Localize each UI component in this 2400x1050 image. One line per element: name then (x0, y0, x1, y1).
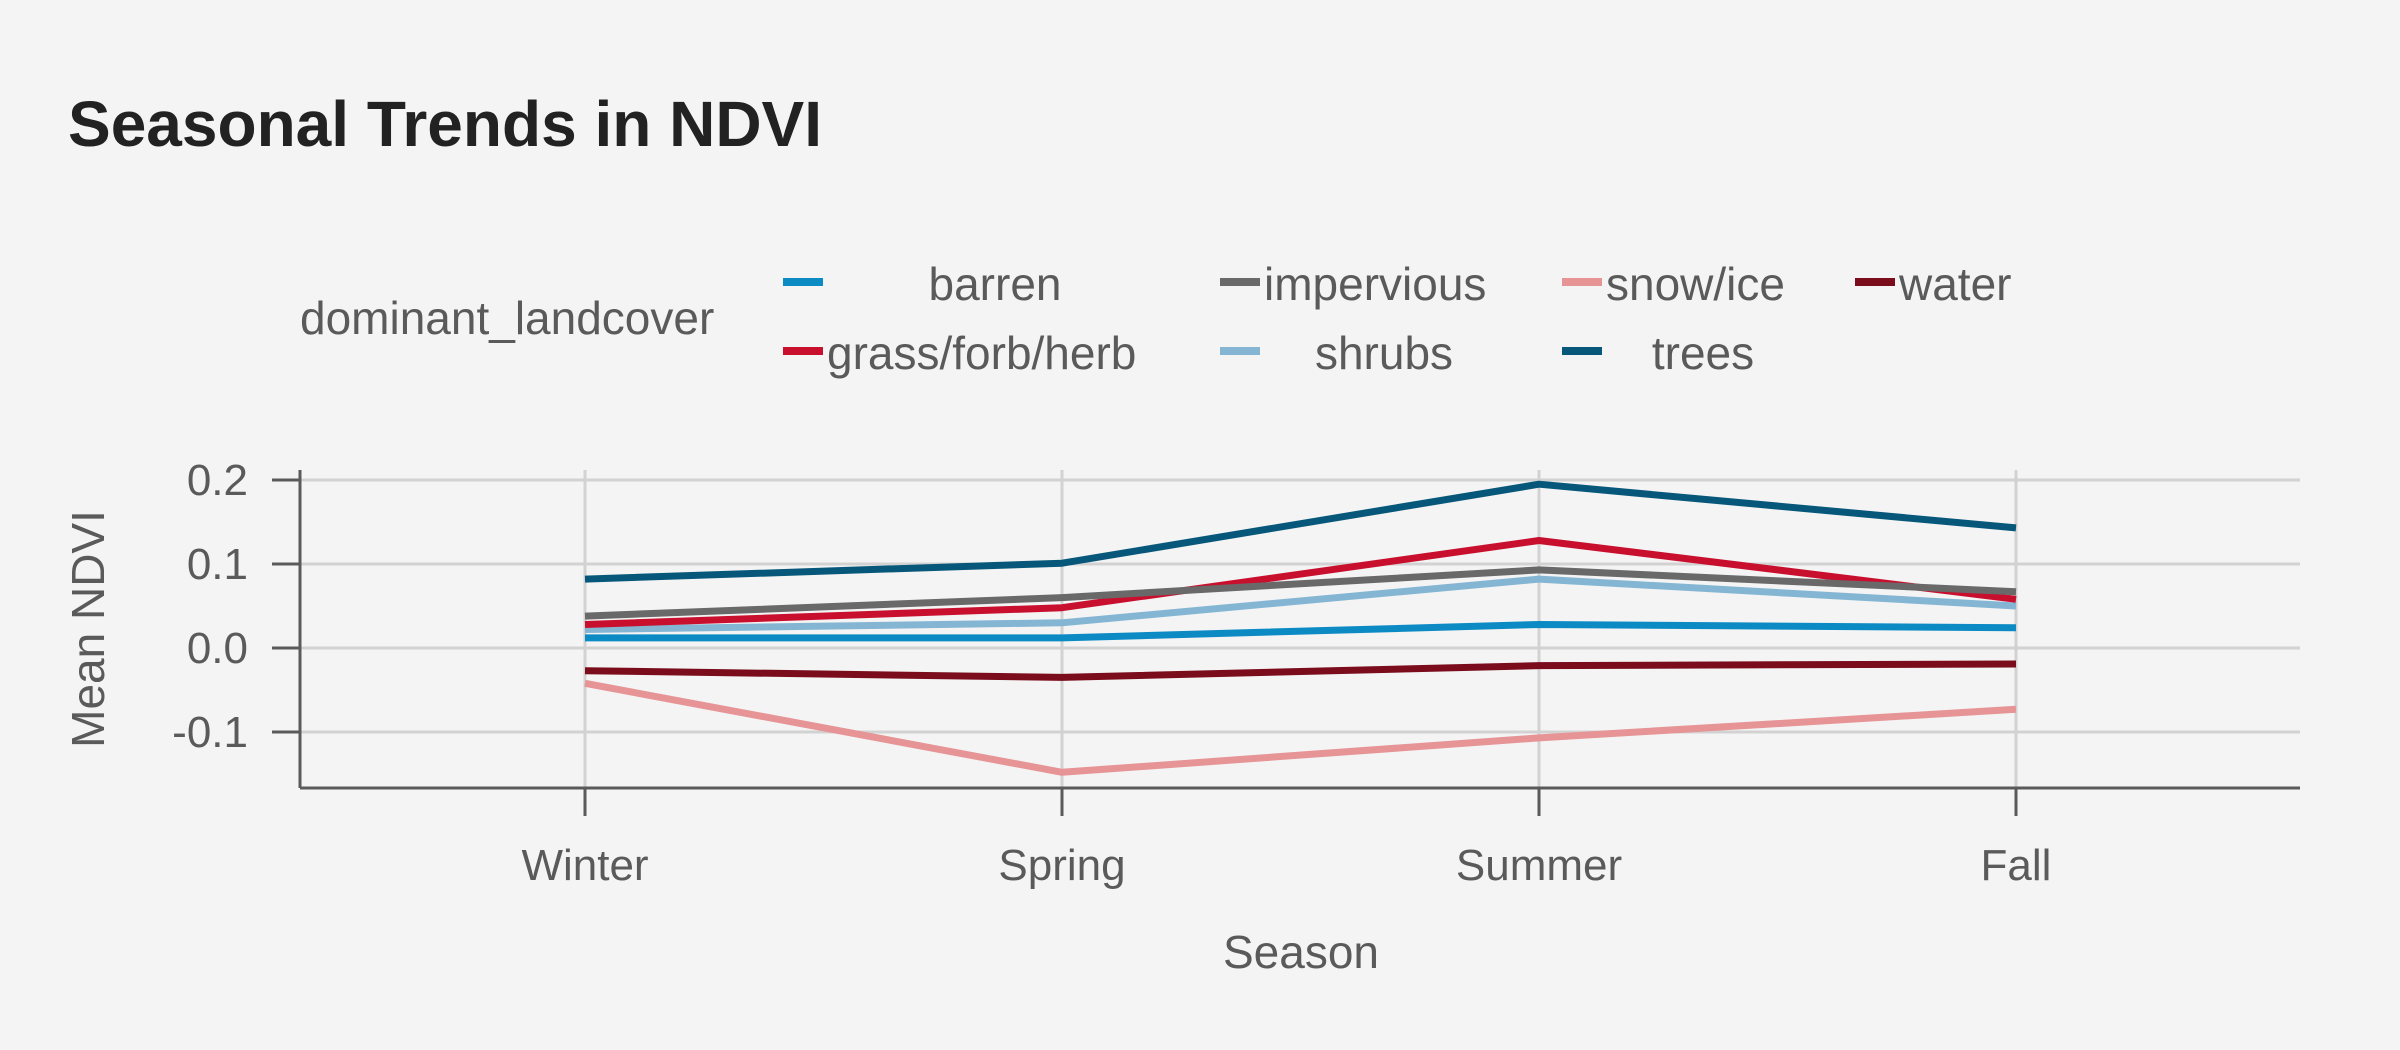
legend-label-shrubs: shrubs (1315, 327, 1453, 379)
axes: 0.2 0.1 0.0 -0.1 Winter Spring Summer Fall (172, 456, 2300, 890)
series-line-snow-ice (584, 679, 2017, 776)
series-lines (584, 480, 2017, 776)
legend-item-impervious: impervious (1220, 258, 1486, 310)
series-line-barren (585, 621, 2017, 642)
legend-label-grass-forb-herb: grass/forb/herb (827, 327, 1136, 379)
legend-label-trees: trees (1652, 327, 1754, 379)
series-line-impervious (584, 566, 2017, 620)
legend-item-water: water (1855, 258, 2011, 310)
series-line-shrubs (584, 575, 2017, 633)
legend-label-snow-ice: snow/ice (1606, 258, 1785, 310)
x-tick-label-winter: Winter (521, 841, 648, 890)
x-tick-label-fall: Fall (1981, 841, 2052, 890)
series-line-grass-forb-herb (584, 537, 2017, 628)
legend-label-impervious: impervious (1264, 258, 1486, 310)
y-axis-title: Mean NDVI (62, 510, 114, 748)
x-axis-title: Season (1223, 926, 1379, 978)
legend-item-shrubs: shrubs (1220, 327, 1453, 379)
legend-label-water: water (1898, 258, 2011, 310)
legend: barren grass/forb/herb impervious shrubs sno… (783, 258, 2011, 379)
y-tick-label: -0.1 (172, 708, 248, 757)
legend-title: dominant_landcover (300, 292, 714, 344)
legend-item-grass-forb-herb: grass/forb/herb (783, 327, 1136, 379)
legend-item-barren: barren (783, 258, 1061, 310)
legend-label-barren: barren (929, 258, 1062, 310)
series-line-water (584, 660, 2017, 681)
x-tick-label-spring: Spring (998, 841, 1125, 890)
series-line-trees (584, 480, 2017, 583)
x-tick-label-summer: Summer (1456, 841, 1622, 890)
legend-item-trees: trees (1562, 327, 1754, 379)
y-tick-label: 0.2 (187, 456, 248, 505)
legend-item-snow-ice: snow/ice (1562, 258, 1785, 310)
chart-title: Seasonal Trends in NDVI (68, 88, 822, 160)
y-tick-label: 0.1 (187, 540, 248, 589)
y-tick-label: 0.0 (187, 624, 248, 673)
